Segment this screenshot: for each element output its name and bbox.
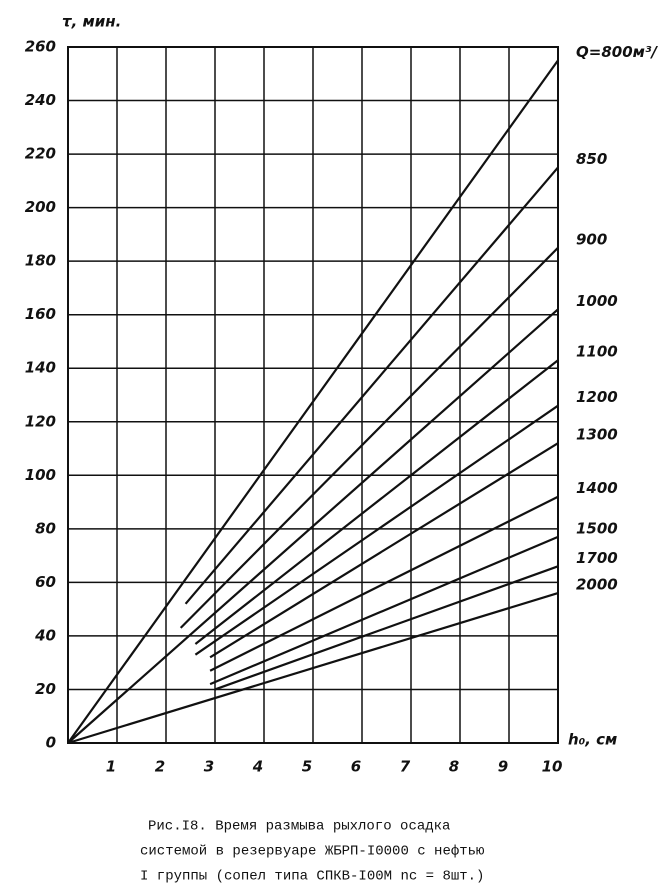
caption-line: системой в резервуаре ЖБРП-I0000 с нефть…: [140, 843, 485, 860]
y-tick-label: 240: [25, 91, 56, 109]
series-label: 900: [576, 230, 607, 248]
y-tick-label: 40: [34, 626, 56, 644]
y-tick-label: 120: [25, 412, 56, 430]
series-label: Q=800м³/ч: [576, 43, 658, 61]
series-line: [67, 308, 559, 744]
x-tick-label: 5: [302, 758, 312, 776]
series-line: [184, 166, 559, 605]
series-label: 1500: [576, 519, 618, 537]
series-line: [194, 404, 559, 656]
caption-line: I группы (сопел типа СПКВ-I00М nс = 8шт.…: [140, 869, 484, 885]
series-label: 1000: [576, 292, 618, 310]
x-tick-label: 1: [106, 758, 116, 776]
x-tick-label: 6: [351, 758, 361, 776]
series-line: [209, 442, 559, 659]
caption-line: Рис.I8. Время размыва рыхлого осадка: [148, 819, 450, 835]
x-tick-label: 2: [155, 758, 165, 776]
series-line: [214, 565, 559, 691]
y-tick-label: 0: [46, 734, 56, 752]
y-tick-label: 180: [25, 252, 56, 270]
x-tick-label: 8: [449, 758, 459, 776]
x-tick-label: 7: [400, 758, 411, 776]
y-axis-label: τ, мин.: [62, 13, 121, 31]
x-tick-label: 9: [498, 758, 508, 776]
x-tick-label: 4: [252, 758, 263, 776]
series-line: [179, 246, 559, 629]
series-line: [209, 535, 559, 686]
x-axis-label: h₀, см: [568, 731, 617, 749]
y-tick-label: 220: [25, 145, 56, 163]
x-tick-label: 3: [204, 758, 214, 776]
series-line: [209, 495, 559, 672]
y-tick-label: 60: [35, 573, 56, 591]
series-label: 2000: [576, 576, 618, 594]
series-label: 1100: [576, 343, 618, 361]
series-label: 1700: [576, 549, 618, 567]
y-tick-label: 100: [25, 466, 56, 484]
series-line: [67, 592, 559, 745]
series-label: 850: [576, 150, 607, 168]
y-tick-label: 80: [35, 519, 56, 537]
y-tick-label: 200: [25, 198, 56, 216]
series-line: [194, 359, 559, 645]
y-tick-label: 20: [35, 680, 56, 698]
series-label: 1300: [576, 426, 618, 444]
series-label: 1200: [576, 388, 618, 406]
y-tick-label: 160: [25, 305, 56, 323]
y-tick-label: 140: [25, 359, 56, 377]
x-tick-label: 10: [542, 758, 563, 776]
series-label: 1400: [576, 479, 618, 497]
series-line: [67, 59, 559, 744]
y-tick-label: 260: [25, 38, 56, 56]
